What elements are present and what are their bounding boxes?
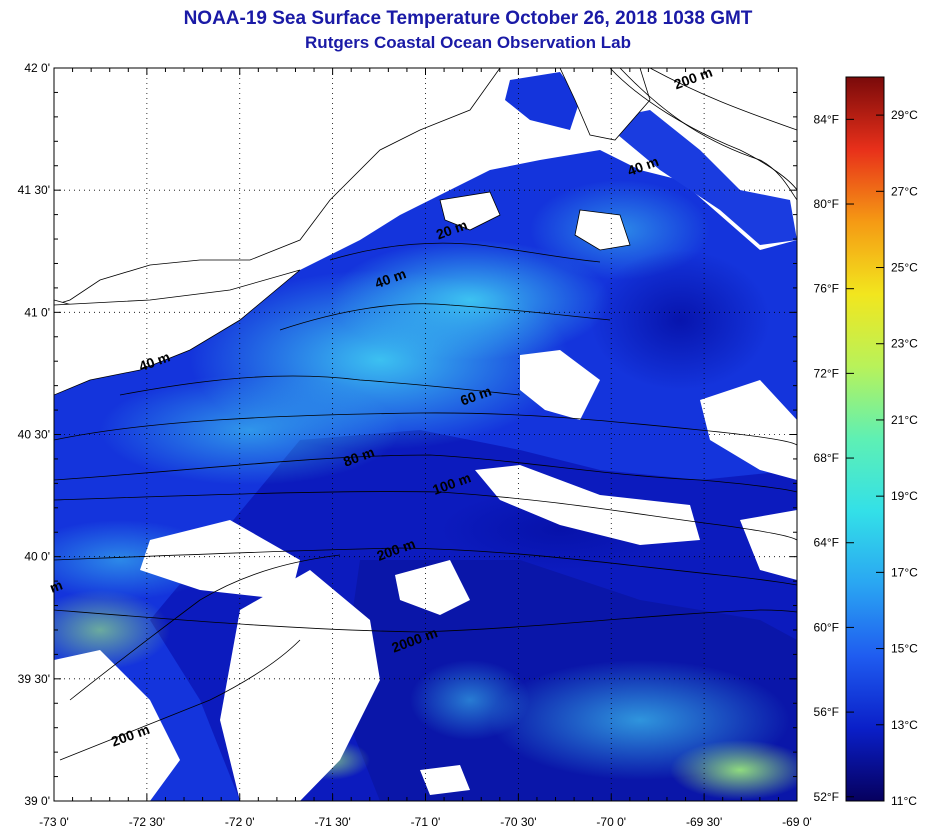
cloud-gap: [140, 520, 300, 600]
celsius-tick-label: 17°C: [891, 565, 918, 579]
lat-tick-label: 42 0': [24, 61, 50, 75]
lon-tick-label: -70 0': [596, 815, 626, 829]
lat-tick-label: 41 30': [18, 183, 50, 197]
fahrenheit-tick-label: 80°F: [814, 197, 839, 211]
celsius-tick-label: 11°C: [891, 794, 917, 808]
lat-tick-label: 39 30': [18, 672, 50, 686]
celsius-tick-label: 29°C: [891, 108, 918, 122]
graticule: [54, 68, 797, 801]
lon-tick-label: -72 0': [225, 815, 255, 829]
lon-tick-label: -73 0': [39, 815, 69, 829]
map-axes: 42 0' 41 30' 41 0' 40 30' 40 0' 39 30' 39 0' -7…: [18, 61, 812, 829]
isobath-lines: [54, 68, 797, 761]
fahrenheit-tick-label: 76°F: [814, 282, 839, 296]
lat-tick-label: 40 30': [18, 428, 50, 442]
land-area: [54, 68, 501, 306]
lat-tick-label: 40 0': [24, 550, 50, 564]
lon-tick-label: -71 0': [411, 815, 441, 829]
celsius-tick-label: 23°C: [891, 337, 918, 351]
isobath-label: m: [47, 577, 64, 596]
lon-tick-label: -69 0': [782, 815, 812, 829]
lat-tick-label: 39 0': [24, 794, 50, 808]
map-title: NOAA-19 Sea Surface Temperature October …: [183, 8, 753, 29]
celsius-tick-label: 19°C: [891, 489, 918, 503]
celsius-tick-label: 21°C: [891, 413, 918, 427]
colorbar: [845, 76, 885, 802]
lon-tick-label: -71 30': [314, 815, 350, 829]
lon-tick-label: -72 30': [129, 815, 165, 829]
celsius-tick-label: 25°C: [891, 261, 918, 275]
lon-tick-label: -69 30': [686, 815, 722, 829]
lat-tick-label: 41 0': [24, 305, 50, 319]
celsius-tick-label: 27°C: [891, 184, 918, 198]
celsius-tick-label: 13°C: [891, 718, 918, 732]
fahrenheit-tick-label: 60°F: [814, 620, 839, 634]
lon-tick-label: -70 30': [500, 815, 536, 829]
colorbar-ticks: 29°C 27°C 25°C 23°C 21°C 19°C 17°C 15°C 13°C 11°C…: [814, 108, 919, 808]
fahrenheit-tick-label: 72°F: [814, 366, 839, 380]
map-subtitle: Rutgers Coastal Ocean Observation Lab: [305, 33, 631, 52]
fahrenheit-tick-label: 64°F: [814, 536, 839, 550]
celsius-tick-label: 15°C: [891, 642, 918, 656]
fahrenheit-tick-label: 68°F: [814, 451, 839, 465]
fahrenheit-tick-label: 52°F: [814, 790, 839, 804]
fahrenheit-tick-label: 56°F: [814, 705, 839, 719]
fahrenheit-tick-label: 84°F: [814, 112, 839, 126]
